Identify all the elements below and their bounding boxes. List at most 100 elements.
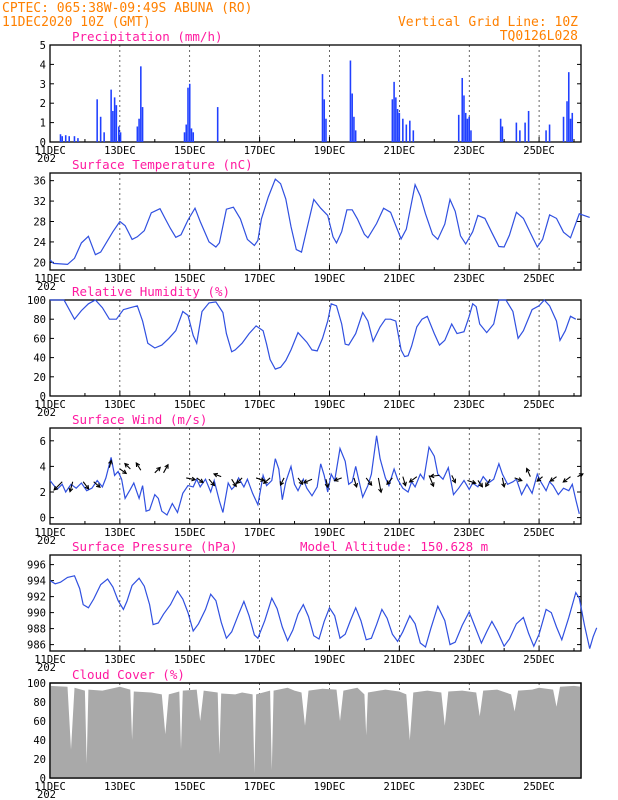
x-tick-label: 21DEC	[384, 145, 416, 157]
wind-arrow	[297, 477, 304, 486]
date-line: 11DEC2020 10Z (GMT)	[2, 15, 151, 30]
wind-arrow-shaft	[377, 477, 382, 493]
wind-arrow-head	[212, 472, 218, 478]
y-tick-label: 0	[40, 391, 46, 403]
x-tick-label: 11DEC	[34, 399, 66, 411]
precip-bar	[187, 87, 189, 142]
precip-bar	[183, 132, 186, 142]
precip-bar	[545, 130, 547, 142]
wind-arrow	[525, 467, 531, 477]
y-tick-label: 20	[33, 754, 46, 766]
wind-arrow-shaft	[485, 478, 491, 487]
x-tick-label: 13DEC	[104, 781, 136, 793]
precip-bar	[325, 118, 327, 142]
y-tick-label: 992	[27, 592, 46, 604]
y-tick-label: 4	[40, 59, 46, 71]
series-line	[49, 575, 598, 649]
wind-arrow-shaft	[353, 477, 358, 488]
panel-1: Precipitation (mm/h) 0 1 2 3 4 5 11DEC 13DEC 15DE…	[34, 29, 582, 165]
wind-arrow-head	[501, 482, 506, 489]
wind-arrow-shaft	[196, 477, 204, 483]
wind-arrow-head	[451, 478, 457, 484]
y-tick-label: 36	[33, 176, 46, 188]
y-tick-label: 2	[40, 98, 46, 110]
precip-bar	[567, 72, 570, 142]
panels: Precipitation (mm/h) 0 1 2 3 4 5 11DEC 13DEC 15DE…	[27, 29, 598, 800]
wind-arrow	[302, 478, 313, 484]
x-tick-label: 25DEC	[523, 781, 555, 793]
wind-arrow	[536, 476, 543, 482]
y-tick-label: 80	[33, 314, 46, 326]
panel-title: Surface Temperature (nC)	[72, 157, 253, 172]
panel-2: Surface Temperature (nC) 20 24 28 32 36 11DEC 1…	[33, 157, 590, 293]
precip-bar	[113, 97, 116, 142]
precip-bar	[398, 112, 401, 142]
y-tick-label: 20	[33, 257, 46, 269]
wind-arrow-shaft	[213, 473, 222, 478]
precip-bar	[524, 122, 526, 142]
wind-arrow	[208, 478, 216, 487]
wind-arrow-head	[279, 481, 285, 487]
y-tick-label: 5	[40, 40, 46, 52]
wind-arrow-head	[199, 478, 204, 484]
wind-arrow-head	[378, 488, 383, 494]
precip-bar	[562, 116, 565, 142]
precip-bar	[464, 112, 467, 142]
wind-arrow	[154, 466, 162, 474]
x-tick-label: 13DEC	[104, 145, 136, 157]
y-tick-label: 990	[27, 608, 46, 620]
wind-arrow	[212, 472, 222, 478]
y-tick-label: 986	[27, 640, 46, 652]
wind-arrow-head	[367, 481, 373, 486]
y-tick-label: 24	[33, 237, 46, 249]
wind-arrow	[235, 477, 243, 485]
wind-arrow-head	[95, 483, 101, 488]
wind-arrow-head	[156, 466, 162, 472]
header: CPTEC: 065:38W-09:49S ABUNA (RO) 11DEC20…	[2, 1, 578, 44]
y-tick-label: 40	[33, 353, 46, 365]
precip-bar	[470, 130, 472, 142]
precip-bar	[349, 60, 352, 142]
wind-arrow-head	[430, 482, 435, 488]
x-tick-label: 21DEC	[384, 273, 416, 285]
x-tick-label: 23DEC	[453, 145, 485, 157]
wind-arrow-shaft	[501, 477, 505, 488]
x-tick-label: 19DEC	[314, 527, 346, 539]
x-tick-label: 19DEC	[314, 781, 346, 793]
y-tick-label: 28	[33, 217, 46, 229]
wind-arrow-head	[386, 480, 391, 486]
precip-bar	[571, 112, 574, 142]
precip-bar	[409, 120, 411, 142]
wind-arrow-head	[108, 459, 113, 465]
panel-title: Cloud Cover (%)	[72, 667, 185, 682]
wind-arrow	[255, 477, 266, 482]
cloud-area	[50, 685, 581, 778]
wind-arrow-shaft	[451, 475, 456, 483]
station-line: CPTEC: 065:38W-09:49S ABUNA (RO)	[2, 1, 252, 16]
x-tick-label: 23DEC	[453, 399, 485, 411]
wind-arrow	[429, 473, 440, 479]
precip-bar	[138, 118, 140, 142]
precip-bar	[501, 126, 504, 142]
wind-arrow	[119, 468, 128, 475]
wind-arrow-head	[260, 477, 266, 482]
wind-arrow	[577, 473, 584, 478]
wind-arrow-shaft	[297, 477, 303, 485]
wind-arrow	[53, 481, 63, 491]
plot-frame	[49, 427, 582, 525]
precip-bar	[519, 130, 521, 142]
wind-arrow-head	[402, 481, 407, 487]
precip-bar	[73, 136, 76, 142]
wind-arrow-head	[333, 477, 339, 482]
precip-bar	[99, 116, 102, 142]
panel-6: Cloud Cover (%) 0 20 40 60 80 100 11DEC 13DEC 15D…	[27, 667, 582, 800]
wind-arrow	[333, 477, 342, 482]
precip-bar	[412, 130, 415, 142]
x-tick-label: 17DEC	[244, 399, 276, 411]
wind-arrow-head	[302, 479, 308, 484]
y-tick-label: 2	[40, 487, 46, 499]
wind-arrow-head	[191, 476, 197, 482]
series-line	[49, 178, 590, 266]
precip-bar	[119, 132, 122, 142]
precip-bar	[112, 110, 114, 142]
